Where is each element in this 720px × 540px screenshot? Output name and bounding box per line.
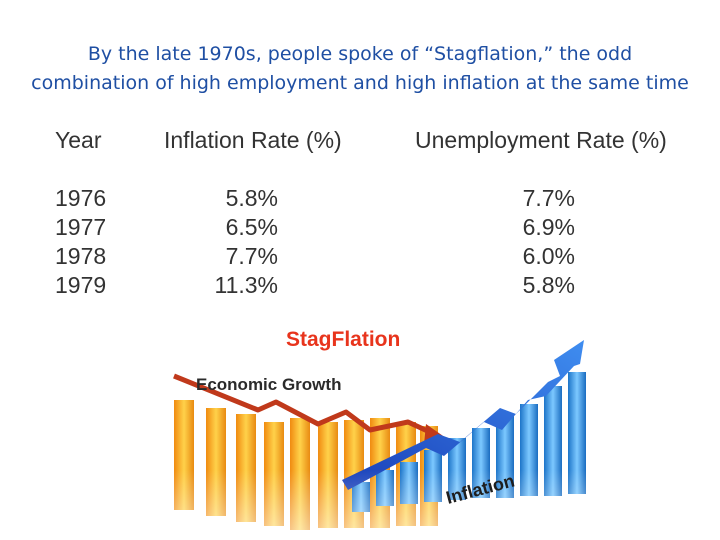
slide-title: By the late 1970s, people spoke of “Stag…	[0, 40, 720, 98]
unemployment-cell: 6.9%	[522, 214, 575, 240]
economic-growth-label: Economic Growth	[196, 375, 341, 394]
inflation-cell: 7.7%	[225, 243, 278, 269]
slide-title-line-1: By the late 1970s, people spoke of “Stag…	[87, 43, 633, 65]
growth-trend-arrow	[173, 373, 436, 437]
stagflation-illustration: StagFlation Economic Growth Inflation	[108, 328, 650, 536]
unemployment-cell: 7.7%	[522, 185, 575, 211]
unemployment-cell: 5.8%	[522, 272, 575, 298]
year-cell: 1979	[55, 272, 107, 298]
slide-title-line-2: combination of high employment and high …	[31, 72, 689, 94]
unemployment-cell: 6.0%	[522, 243, 575, 269]
inflation-cell: 5.8%	[225, 185, 278, 211]
year-cell: 1977	[55, 214, 107, 240]
header-year: Year	[55, 127, 102, 153]
inflation-cell: 6.5%	[225, 214, 278, 240]
year-cell: 1978	[55, 243, 107, 269]
inflation-cell: 11.3%	[214, 272, 278, 298]
year-cell: 1976	[55, 185, 107, 211]
stagflation-title: StagFlation	[286, 328, 400, 351]
inflation-trend-arrow	[342, 340, 584, 490]
header-inflation: Inflation Rate (%)	[164, 127, 342, 153]
header-unemployment: Unemployment Rate (%)	[415, 127, 667, 153]
